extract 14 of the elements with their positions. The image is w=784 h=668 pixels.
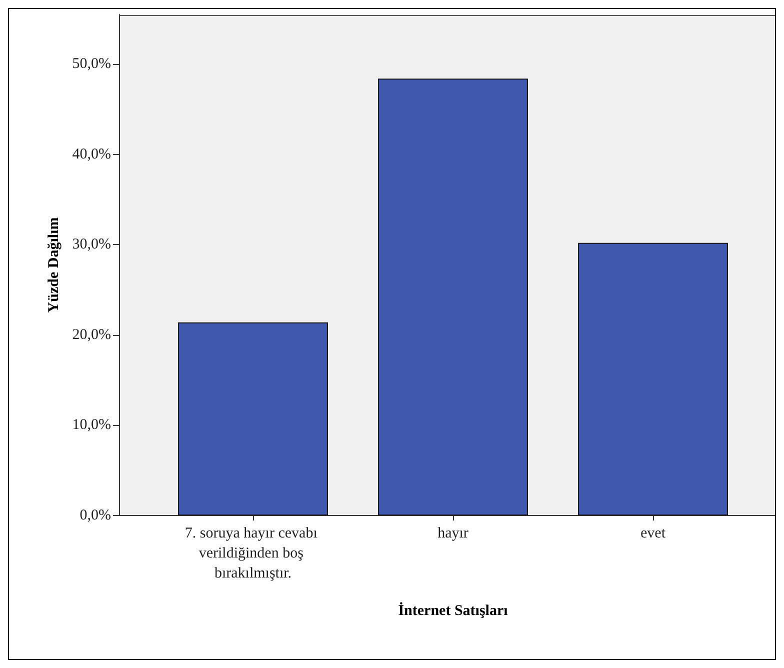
y-tick-label: 50,0%	[72, 56, 111, 72]
y-tick-label: 10,0%	[72, 417, 111, 434]
bar	[378, 78, 528, 516]
y-tick-label: 40,0%	[72, 146, 111, 162]
x-axis-title: İnternet Satışları	[398, 602, 508, 619]
x-tick-label: evet	[640, 526, 666, 542]
x-tick-label: hayır	[438, 526, 468, 542]
y-axis-title: Yüzde Dağılım	[46, 216, 62, 313]
bar	[178, 322, 328, 516]
y-tick-label: 0,0%	[80, 508, 111, 524]
y-tick-label: 20,0%	[72, 326, 111, 343]
y-tick-label: 30,0%	[72, 236, 111, 253]
x-tick-label: 7. soruya hayır cevabı verildiğinden boş bırakılmıştır.	[184, 526, 322, 582]
bar	[578, 242, 728, 516]
